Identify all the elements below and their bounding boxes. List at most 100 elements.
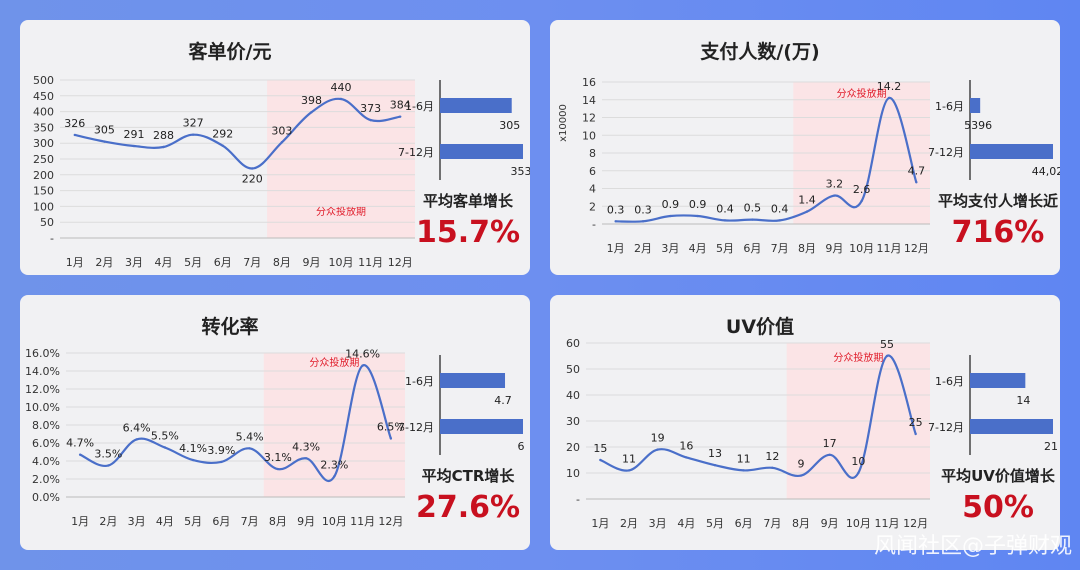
cvr-y-tick-label: 6.0% bbox=[32, 437, 60, 450]
uv-data-point bbox=[685, 456, 688, 459]
payers-x-tick-label: 5月 bbox=[716, 242, 734, 255]
aov-series-line bbox=[74, 97, 401, 170]
uv-x-tick-label: 2月 bbox=[620, 517, 638, 530]
payers-data-point bbox=[669, 214, 672, 218]
payers-y-tick-label: 10 bbox=[582, 129, 596, 142]
aov-data-point bbox=[191, 133, 195, 136]
cvr-x-tick-label: 6月 bbox=[212, 515, 230, 528]
uv-y-tick-label: 20 bbox=[566, 441, 580, 454]
aov-data-point bbox=[369, 118, 372, 122]
payers-y-tick-label: 14 bbox=[582, 94, 596, 107]
uv-title: UV价值 bbox=[726, 315, 794, 338]
cvr-data-label: 4.3% bbox=[292, 440, 320, 453]
aov-x-tick-label: 4月 bbox=[155, 256, 173, 269]
aov-y-tick-label: 350 bbox=[33, 121, 54, 134]
uv-data-point bbox=[599, 458, 602, 462]
payers-title: 支付人数/(万) bbox=[699, 40, 819, 63]
cvr-y-tick-label: 2.0% bbox=[32, 473, 60, 486]
payers-y-tick-label: - bbox=[592, 218, 596, 231]
cvr-compare-value: 6 bbox=[518, 440, 525, 453]
cvr-x-tick-label: 7月 bbox=[241, 515, 259, 528]
payers-x-tick-label: 11月 bbox=[877, 242, 902, 255]
aov-title: 客单价/元 bbox=[189, 40, 272, 63]
uv-data-label: 11 bbox=[622, 452, 636, 465]
aov-x-tick-label: 5月 bbox=[184, 256, 202, 269]
payers-data-point bbox=[915, 181, 918, 184]
payers-data-label: 0.9 bbox=[689, 198, 707, 211]
aov-compare-category: 1-6月 bbox=[405, 100, 434, 113]
cvr-data-point bbox=[191, 458, 195, 462]
uv-x-tick-label: 11月 bbox=[875, 517, 900, 530]
cvr-data-label: 4.1% bbox=[179, 442, 207, 455]
cvr-y-tick-label: 12.0% bbox=[25, 383, 60, 396]
payers-compare-category: 7-12月 bbox=[928, 146, 964, 159]
payers-compare-value: 5396 bbox=[964, 119, 992, 132]
aov-data-point bbox=[221, 144, 224, 147]
payers-x-tick-label: 3月 bbox=[661, 242, 679, 255]
payers-x-tick-label: 1月 bbox=[607, 242, 625, 255]
uv-data-label: 25 bbox=[909, 416, 923, 429]
aov-x-tick-label: 10月 bbox=[329, 256, 354, 269]
uv-x-tick-label: 6月 bbox=[735, 517, 753, 530]
aov-data-label: 288 bbox=[153, 129, 174, 142]
aov-y-tick-label: 250 bbox=[33, 153, 54, 166]
aov-x-tick-label: 11月 bbox=[358, 256, 383, 269]
cvr-x-tick-label: 4月 bbox=[156, 515, 174, 528]
aov-data-point bbox=[280, 141, 284, 144]
payers-data-point bbox=[887, 96, 891, 100]
uv-data-point bbox=[713, 464, 717, 467]
uv-y-tick-label: 10 bbox=[566, 467, 580, 480]
aov-data-label: 373 bbox=[360, 102, 381, 115]
uv-y-tick-label: 30 bbox=[566, 415, 580, 428]
uv-y-tick-label: 50 bbox=[566, 363, 580, 376]
payers-data-point bbox=[641, 220, 645, 223]
chart-panel-payers: 支付人数/(万) 分众投放期 - 2 4 6 8 10 12 14 16 x10000 1月 2月 3月 4月… bbox=[550, 20, 1060, 275]
aov-data-label: 303 bbox=[271, 124, 292, 137]
aov-y-tick-label: - bbox=[50, 232, 54, 245]
uv-x-tick-label: 5月 bbox=[706, 517, 724, 530]
payers-x-tick-label: 7月 bbox=[771, 242, 789, 255]
cvr-summary-label: 平均CTR增长 bbox=[422, 467, 516, 485]
aov-data-label: 326 bbox=[64, 117, 85, 130]
cvr-compare-bar bbox=[440, 373, 506, 388]
uv-x-tick-label: 9月 bbox=[821, 517, 839, 530]
uv-x-tick-label: 12月 bbox=[903, 517, 928, 530]
aov-compare-category: 7-12月 bbox=[398, 146, 434, 159]
aov-data-point bbox=[103, 140, 106, 143]
cvr-x-tick-label: 10月 bbox=[322, 515, 347, 528]
payers-y-tick-label: 2 bbox=[589, 200, 596, 213]
aov-data-label: 220 bbox=[242, 172, 263, 185]
cvr-data-label: 3.1% bbox=[264, 451, 292, 464]
aov-y-tick-label: 200 bbox=[33, 169, 54, 182]
uv-data-label: 16 bbox=[679, 439, 693, 452]
uv-compare-value: 21 bbox=[1044, 440, 1058, 453]
uv-y-tick-label: 60 bbox=[566, 337, 580, 350]
cvr-data-point bbox=[361, 364, 364, 367]
aov-y-tick-label: 150 bbox=[33, 185, 54, 198]
aov-data-point bbox=[132, 144, 136, 148]
uv-compare-value: 14 bbox=[1016, 394, 1030, 407]
cvr-highlight-label: 分众投放期 bbox=[309, 356, 359, 369]
uv-data-point bbox=[771, 466, 774, 469]
cvr-y-tick-label: 16.0% bbox=[25, 347, 60, 360]
aov-summary-value: 15.7% bbox=[416, 215, 520, 250]
payers-data-label: 14.2 bbox=[877, 80, 902, 93]
cvr-y-tick-label: 8.0% bbox=[32, 419, 60, 432]
cvr-data-label: 4.7% bbox=[66, 437, 94, 450]
payers-summary-value: 716% bbox=[952, 215, 1045, 250]
payers-data-point bbox=[860, 199, 863, 203]
uv-summary-value: 50% bbox=[962, 490, 1034, 525]
uv-x-tick-label: 3月 bbox=[649, 517, 667, 530]
payers-data-label: 1.4 bbox=[798, 194, 816, 207]
uv-data-point bbox=[828, 453, 831, 456]
aov-compare-value: 353 bbox=[511, 165, 531, 178]
cvr-data-label: 5.5% bbox=[151, 430, 179, 443]
payers-x-tick-label: 9月 bbox=[825, 242, 843, 255]
uv-data-label: 55 bbox=[880, 338, 894, 351]
aov-y-tick-label: 500 bbox=[33, 74, 54, 87]
payers-data-point bbox=[805, 210, 809, 213]
cvr-data-label: 3.9% bbox=[207, 444, 235, 457]
cvr-data-label: 5.4% bbox=[236, 430, 264, 443]
cvr-data-point bbox=[248, 447, 251, 450]
